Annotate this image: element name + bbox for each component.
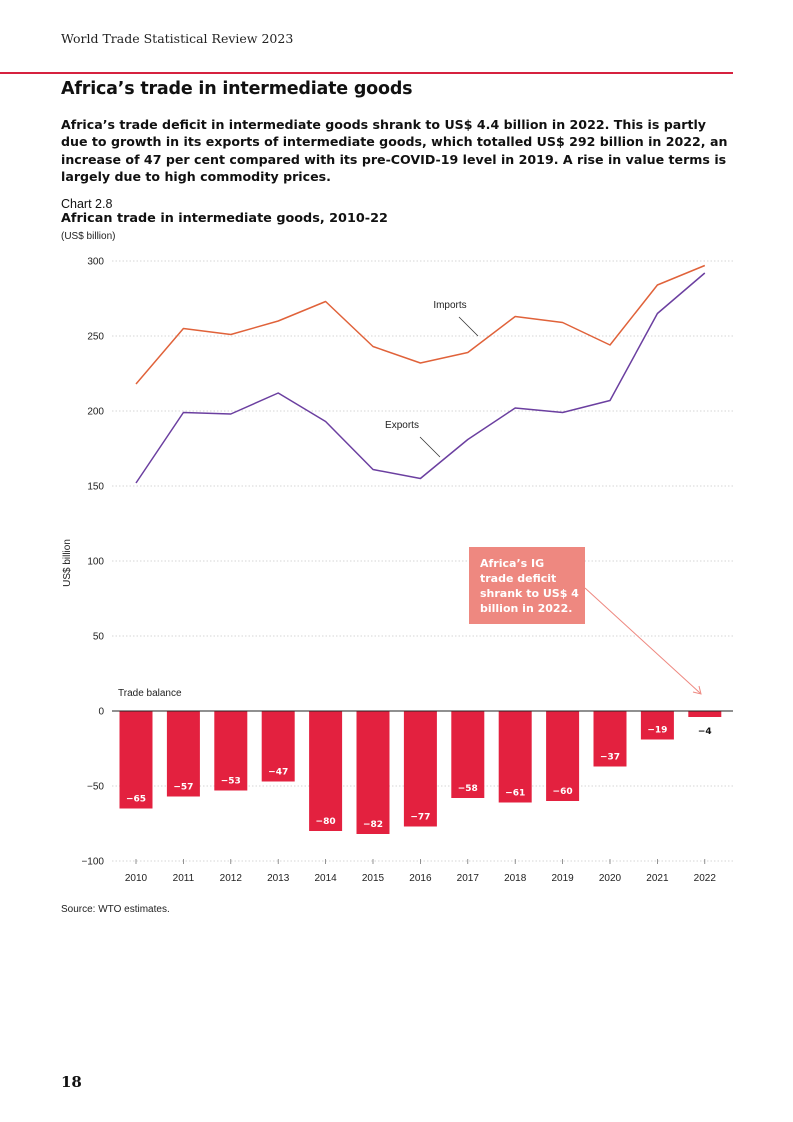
bar-label: −80	[316, 817, 336, 827]
bar-label: −82	[363, 820, 383, 830]
exports-label: Exports	[385, 420, 419, 431]
bar-label: −4	[698, 727, 712, 737]
chart-units: (US$ billion)	[61, 231, 116, 242]
x-tick-label: 2017	[457, 873, 480, 884]
source-note: Source: WTO estimates.	[61, 904, 170, 915]
x-tick-label: 2013	[267, 873, 290, 884]
bar-2011	[166, 711, 200, 797]
y-tick-label: −50	[87, 782, 104, 793]
bar-label: −61	[505, 789, 525, 799]
chart-label: Chart 2.8	[61, 197, 113, 211]
callout-arrow-head	[692, 685, 702, 695]
bar-2016	[403, 711, 437, 827]
callout-text: Africa’s IG trade deficit shrank to US$ …	[480, 557, 579, 615]
x-tick-label: 2011	[173, 873, 195, 884]
y-tick-label: 100	[87, 557, 104, 568]
header-rule	[0, 72, 733, 74]
x-tick-label: 2012	[220, 873, 243, 884]
imports-leader	[458, 316, 479, 337]
running-title: World Trade Statistical Review 2023	[61, 31, 294, 46]
x-tick-label: 2022	[694, 873, 717, 884]
y-tick-label: 50	[93, 632, 105, 643]
bar-2019	[546, 711, 580, 801]
y-tick-label: 300	[87, 257, 104, 268]
bar-2013	[261, 711, 295, 782]
bar-label: −37	[600, 753, 620, 763]
bar-label: −53	[221, 777, 241, 787]
bar-label: −19	[647, 726, 667, 736]
x-tick-label: 2014	[314, 873, 337, 884]
y-axis-title: US$ billion	[62, 539, 73, 587]
y-tick-label: −100	[81, 857, 104, 868]
bar-2015	[356, 711, 390, 834]
callout-arrow-line	[584, 587, 701, 694]
bar-label: −65	[126, 795, 146, 805]
x-tick-label: 2010	[125, 873, 148, 884]
bar-2017	[451, 711, 485, 798]
deficit-callout: Africa’s IG trade deficit shrank to US$ …	[469, 547, 585, 624]
bar-2020	[593, 711, 627, 767]
bar-2012	[214, 711, 248, 791]
bar-2010	[119, 711, 153, 809]
line-exports	[135, 272, 706, 484]
bar-label: −47	[268, 768, 288, 778]
page-number: 18	[61, 1073, 82, 1091]
bar-label: −57	[173, 783, 193, 793]
bar-2018	[498, 711, 532, 803]
imports-label: Imports	[433, 300, 466, 311]
bar-2021	[640, 711, 674, 740]
bar-label: −60	[553, 787, 573, 797]
trade-balance-label: Trade balance	[118, 688, 182, 699]
x-tick-label: 2015	[362, 873, 385, 884]
line-imports	[135, 264, 706, 385]
x-tick-label: 2020	[599, 873, 622, 884]
lead-paragraph: Africa’s trade deficit in intermediate g…	[61, 117, 728, 185]
bar-label: −58	[458, 784, 478, 794]
bar-2022	[688, 711, 722, 717]
x-tick-label: 2018	[504, 873, 527, 884]
section-title: Africa’s trade in intermediate goods	[61, 79, 413, 99]
y-tick-label: 150	[87, 482, 104, 493]
x-tick-label: 2021	[646, 873, 669, 884]
y-tick-label: 0	[98, 707, 104, 718]
x-tick-label: 2019	[551, 873, 574, 884]
y-tick-label: 250	[87, 332, 104, 343]
exports-leader	[419, 436, 441, 458]
y-tick-label: 200	[87, 407, 104, 418]
x-tick-label: 2016	[409, 873, 432, 884]
bar-2014	[309, 711, 343, 831]
bar-label: −77	[410, 813, 430, 823]
chart-title: African trade in intermediate goods, 201…	[61, 211, 388, 226]
